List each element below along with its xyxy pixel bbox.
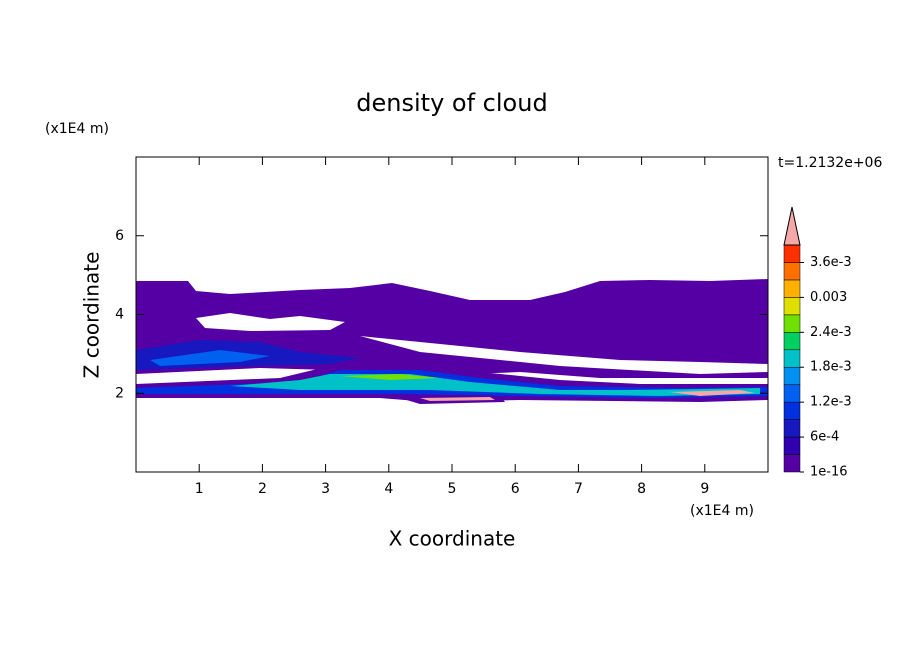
y-tick-label: 4 [115, 307, 124, 323]
colorbar-segment [783, 436, 801, 455]
x-tick-label: 4 [384, 481, 393, 497]
y-unit: (x1E4 m) [45, 121, 109, 137]
colorbar-segment [783, 314, 801, 333]
x-tick-label: 5 [448, 481, 457, 497]
x-tick-label: 3 [321, 481, 330, 497]
time-label: t=1.2132e+06 [778, 155, 882, 171]
cloud-band [670, 390, 755, 396]
colorbar-tick-label: 0.003 [810, 290, 847, 305]
x-tick-label: 2 [258, 481, 267, 497]
cloud-band [230, 374, 760, 396]
cloud-hole [360, 336, 768, 374]
colorbar-tick-label: 1e-16 [810, 465, 848, 480]
colorbar-tick-label: 2.4e-3 [810, 325, 852, 340]
x-tick-label: 6 [511, 481, 520, 497]
y-axis-label: Z coordinate [80, 252, 104, 379]
chart-title: density of cloud [356, 89, 547, 117]
y-tick-label: 2 [115, 385, 124, 401]
cloud-band [420, 397, 495, 401]
colorbar-tick-label: 6e-4 [810, 430, 839, 445]
x-axis-label: X coordinate [389, 527, 516, 551]
colorbar-segment [783, 454, 801, 473]
colorbar-segment [783, 366, 801, 385]
colorbar-segment [783, 332, 801, 351]
colorbar-segment [783, 384, 801, 403]
cloud-band [340, 374, 440, 380]
colorbar-tick-label: 3.6e-3 [810, 255, 852, 270]
colorbar-segment [783, 262, 801, 281]
x-unit: (x1E4 m) [690, 503, 754, 519]
x-tick-label: 1 [195, 481, 204, 497]
y-tick-label: 6 [115, 228, 124, 244]
contour-field [136, 279, 768, 404]
x-tick-label: 9 [700, 481, 709, 497]
colorbar-segment [783, 297, 801, 316]
cloud-hole [196, 313, 345, 331]
x-tick-label: 8 [637, 481, 646, 497]
cloud-band [150, 350, 270, 366]
colorbar-segment [783, 279, 801, 298]
colorbar-segment [783, 419, 801, 438]
colorbar-tick-label: 1.2e-3 [810, 395, 852, 410]
colorbar-segment [783, 349, 801, 368]
colorbar-extension [783, 206, 801, 246]
colorbar-tick-label: 1.8e-3 [810, 360, 852, 375]
colorbar-segment [783, 401, 801, 420]
colorbar-segment [783, 244, 801, 263]
x-tick-label: 7 [574, 481, 583, 497]
